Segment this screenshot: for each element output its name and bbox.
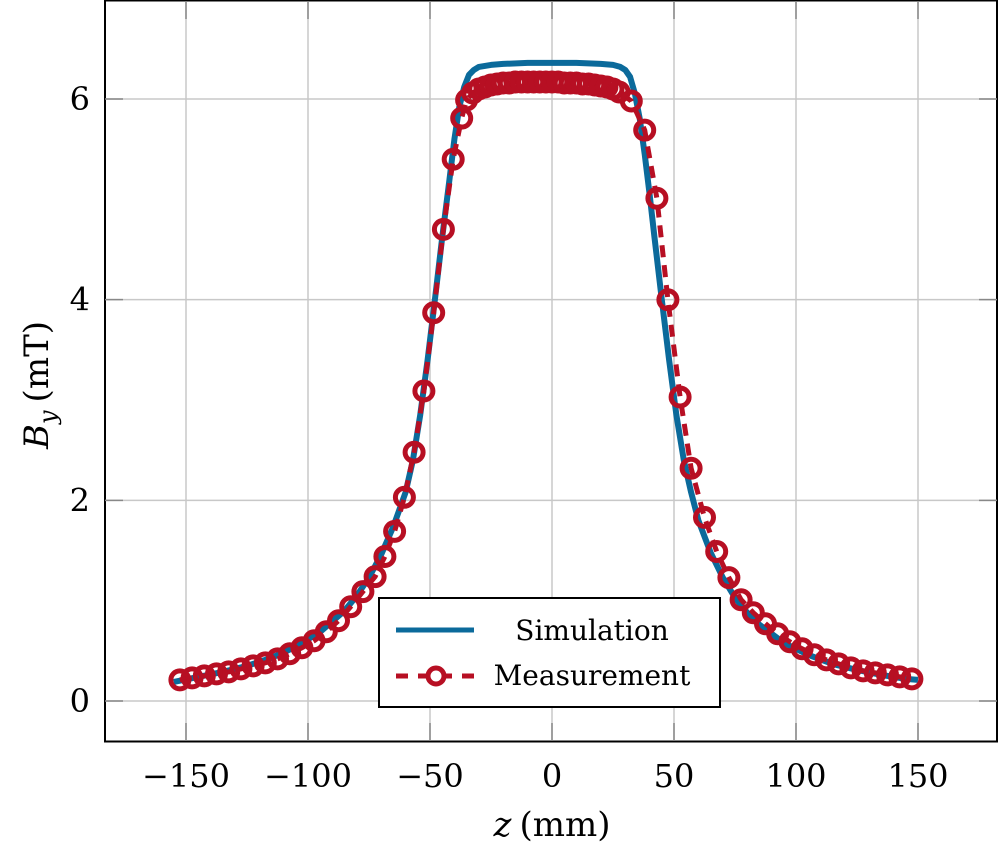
measurement-marker (229, 657, 253, 681)
x-tick-label: −100 (264, 757, 352, 795)
y-tick-label: 0 (70, 682, 90, 720)
measurement-line (179, 79, 913, 683)
measurement-marker (863, 661, 887, 685)
measurement-marker (217, 660, 241, 684)
measurement-marker (645, 186, 669, 210)
measurement-marker (253, 651, 277, 675)
measurement-marker (619, 89, 643, 113)
measurement-series (168, 70, 924, 692)
measurement-marker (422, 301, 446, 325)
measurement-marker (205, 662, 228, 686)
simulation-series (173, 59, 919, 685)
measurement-marker (168, 668, 192, 692)
legend-measurement-label: Measurement (494, 659, 691, 692)
measurement-marker (327, 609, 350, 633)
measurement-marker (192, 664, 216, 688)
measurement-marker (383, 519, 407, 543)
measurement-marker (679, 456, 703, 480)
x-tick-label: 0 (542, 757, 562, 795)
measurement-marker (351, 580, 375, 604)
legend-measurement-marker-icon (425, 665, 447, 687)
measurement-marker (827, 652, 851, 676)
measurement-marker (363, 565, 387, 589)
measurement-marker (656, 288, 680, 312)
measurement-marker (876, 663, 899, 687)
plot-frame (104, 0, 998, 743)
y-axis-ticks: 0 2 4 6 (70, 80, 997, 720)
measurement-marker (441, 147, 465, 171)
x-tick-label: 100 (765, 757, 826, 795)
x-tick-label: 50 (654, 757, 695, 795)
measurement-marker (431, 217, 455, 241)
measurement-marker (693, 505, 716, 529)
y-axis-label: By(mT) (17, 321, 62, 450)
measurement-marker (802, 643, 826, 667)
x-axis-ticks: −150 −100 −50 0 50 100 150 (142, 1, 949, 795)
x-axis-label: z (mm) (493, 805, 611, 845)
measurement-marker (266, 647, 289, 671)
y-tick-label: 2 (70, 481, 90, 519)
legend-box (378, 597, 721, 708)
measurement-marker (314, 620, 338, 644)
simulation-line (173, 59, 919, 685)
x-tick-label: 150 (887, 757, 948, 795)
measurement-marker (373, 545, 397, 568)
grid-lines (105, 1, 997, 741)
x-tick-label: −50 (396, 757, 464, 795)
measurement-marker (633, 118, 657, 142)
measurement-marker (815, 648, 838, 672)
measurement-marker (888, 665, 912, 689)
measurement-marker (412, 379, 436, 403)
x-tick-label: −150 (142, 757, 230, 795)
measurement-marker (900, 667, 924, 691)
measurement-marker (668, 385, 692, 409)
y-tick-label: 6 (70, 80, 90, 118)
measurement-marker (729, 588, 753, 612)
measurement-marker (717, 566, 741, 590)
legend-simulation-label: Simulation (515, 614, 668, 647)
measurement-marker (392, 485, 416, 509)
measurement-marker (241, 654, 265, 678)
y-tick-label: 4 (70, 281, 90, 319)
measurement-marker (339, 595, 363, 619)
measurement-marker (180, 666, 204, 690)
measurement-marker (705, 540, 729, 563)
measurement-marker (402, 440, 426, 464)
measurement-marker (851, 659, 875, 683)
measurement-marker (839, 656, 863, 680)
legend: Simulation Measurement (378, 597, 721, 708)
